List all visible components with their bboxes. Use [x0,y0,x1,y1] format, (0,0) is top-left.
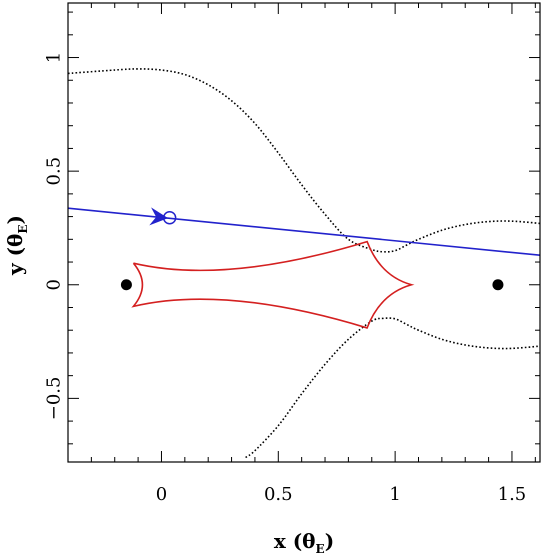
lens-mass-1 [120,279,132,291]
axis-tick-labels: 0 0.5 1 1.5 −0.5 0 0.5 1 [44,52,527,505]
x-tick-label: 0 [156,484,167,505]
caustic-curve [131,240,415,329]
x-tick-label: 1 [389,484,400,505]
source-trajectory-line [68,207,540,257]
x-tick-label: 0.5 [264,484,293,505]
x-tick-label: 1.5 [498,484,527,505]
trajectory-direction-arrow-icon [149,207,169,226]
y-tick-label: −0.5 [44,377,65,421]
source-position-marker [162,210,177,225]
lens-mass-2 [492,279,504,291]
y-axis-title: y (θE) [3,215,30,276]
plot-data-layer [68,68,540,459]
y-tick-label: 0 [44,279,65,290]
critical-curve-upper [68,68,540,253]
x-axis-title: x (θE) [274,529,334,555]
axis-ticks [67,3,540,462]
critical-curve-lower [245,317,540,459]
plot-frame [67,2,541,463]
y-tick-label: 0.5 [44,157,65,186]
y-tick-label: 1 [44,52,65,63]
